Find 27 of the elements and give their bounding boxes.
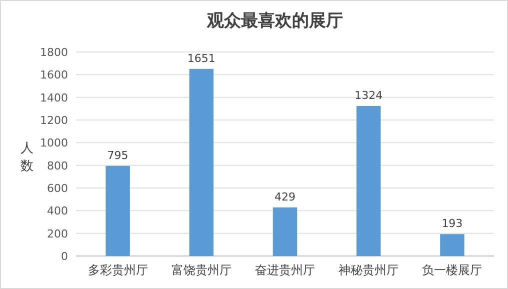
y-tick-label: 200 — [47, 227, 68, 240]
y-tick-label: 1600 — [40, 68, 68, 82]
y-tick-label: 600 — [47, 182, 68, 195]
x-tick-label: 富饶贵州厅 — [171, 263, 232, 277]
y-tick-label: 400 — [47, 204, 68, 218]
y-tick-label: 1800 — [40, 46, 68, 59]
y-tick-label: 1200 — [40, 114, 68, 127]
data-label: 795 — [107, 148, 128, 162]
data-label: 1651 — [187, 52, 216, 65]
x-tick-label: 负一楼展厅 — [422, 263, 482, 277]
x-tick-label: 多彩贵州厅 — [88, 263, 148, 277]
y-tick-label: 800 — [47, 159, 68, 172]
bar — [272, 207, 298, 256]
y-tick-label: 1000 — [40, 136, 68, 150]
y-axis-title: 人数 — [20, 141, 34, 174]
data-label: 193 — [442, 217, 463, 230]
y-tick-label: 0 — [61, 250, 68, 263]
chart-title: 观众最喜欢的展厅 — [206, 11, 343, 31]
bar — [440, 234, 464, 256]
y-tick-label: 1400 — [40, 91, 68, 104]
x-tick-label: 奋进贵州厅 — [255, 263, 315, 277]
bar — [106, 166, 130, 256]
data-label: 1324 — [354, 88, 383, 102]
data-label: 429 — [274, 190, 296, 204]
x-tick-label: 神秘贵州厅 — [338, 263, 399, 277]
bar — [189, 68, 214, 256]
bar — [356, 106, 381, 256]
